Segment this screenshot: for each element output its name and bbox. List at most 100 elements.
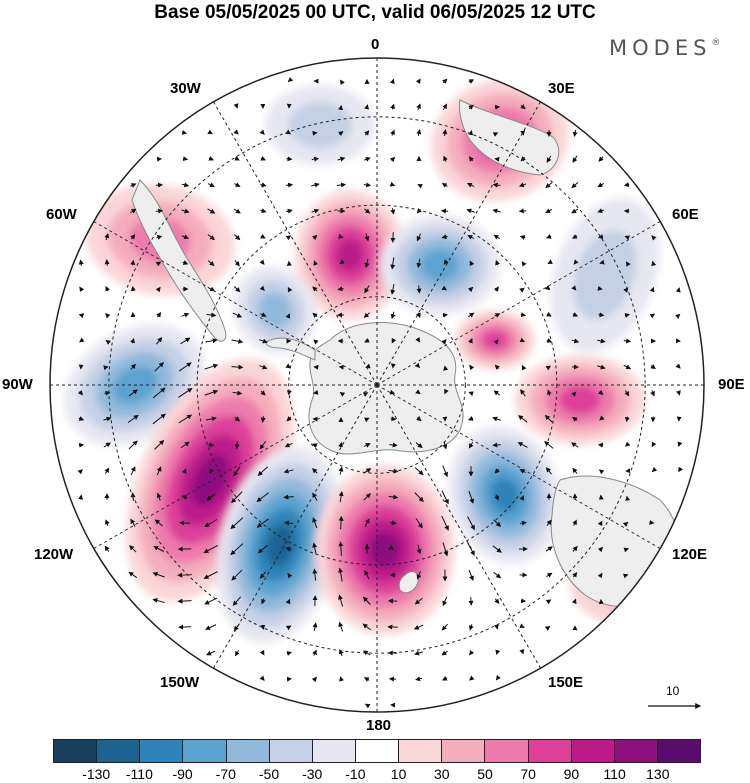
wind-vector (204, 519, 218, 527)
wind-vector (181, 468, 187, 474)
wind-vector (129, 545, 137, 553)
wind-vector (544, 625, 551, 631)
wind-vector (468, 391, 474, 397)
wind-vector (571, 208, 579, 214)
wind-vector (416, 571, 422, 580)
wind-vector (597, 546, 604, 553)
wind-vector (597, 572, 603, 579)
wind-vector (284, 442, 293, 448)
wind-vector (468, 490, 475, 504)
anomaly-contour (369, 531, 401, 569)
anomaly-contour (287, 101, 353, 149)
wind-vector (364, 130, 370, 136)
wind-vector (338, 567, 343, 582)
wind-vector (467, 416, 474, 421)
wind-vector (520, 312, 527, 318)
wind-vector (234, 182, 241, 187)
wind-vector (231, 364, 244, 370)
wind-vector (651, 260, 657, 267)
anomaly-contour (482, 330, 508, 350)
wind-vector (545, 208, 553, 213)
wind-vector (208, 156, 214, 161)
wind-vector (79, 286, 85, 293)
wind-vector (363, 182, 372, 188)
wind-vector (416, 416, 422, 421)
wind-vector (181, 208, 190, 214)
wind-vector (493, 234, 500, 240)
meridian-line (376, 101, 541, 386)
wind-vector (416, 233, 422, 242)
wind-vector (544, 441, 554, 449)
wind-vector (204, 389, 219, 396)
wind-vector (466, 208, 475, 214)
anomaly-contour (573, 230, 637, 320)
wind-vector (287, 286, 293, 293)
wind-vector (676, 390, 681, 396)
meridian-line (376, 384, 541, 669)
wind-vector (156, 466, 162, 476)
wind-vector (388, 468, 399, 474)
wind-vector (207, 234, 215, 241)
colorbar-cell (442, 740, 486, 762)
wind-vector (259, 571, 267, 579)
graticule (50, 58, 704, 712)
south-america (131, 179, 227, 342)
wind-vector (468, 312, 475, 318)
wind-vector (362, 650, 371, 656)
wind-vector (494, 493, 500, 501)
wind-vector (178, 414, 193, 424)
wind-vector (389, 156, 396, 163)
wind-vector (442, 103, 448, 110)
wind-vector (363, 443, 371, 448)
colorbar-tick-label: 50 (477, 766, 493, 782)
colorbar-tick-label: -50 (258, 766, 280, 782)
wind-vector (285, 313, 291, 319)
wind-vector (415, 442, 423, 449)
wind-vector (312, 542, 318, 555)
wind-vector (259, 649, 265, 656)
wind-vector (104, 259, 110, 266)
wind-vector (312, 622, 318, 631)
wind-vector (233, 129, 239, 135)
wind-vector (209, 468, 215, 474)
wind-vector (339, 392, 346, 397)
wind-vector (312, 443, 318, 449)
wind-vector (414, 650, 424, 656)
wind-vector (441, 515, 449, 531)
wind-vector (468, 156, 474, 162)
wind-vector (232, 390, 243, 396)
colorbar-tick-label: 10 (390, 766, 407, 782)
meridian-label-30w: 30W (170, 80, 201, 97)
wind-vector (178, 624, 191, 630)
wind-vector (207, 260, 215, 267)
meridian-line (213, 101, 378, 386)
wind-vector (649, 286, 655, 293)
wind-vector (572, 572, 578, 578)
wind-vector (260, 208, 267, 214)
meridian-label-90w: 90W (2, 376, 33, 393)
wind-vector (520, 520, 527, 526)
wind-vector (155, 208, 164, 214)
wind-vector (177, 598, 192, 604)
wind-vector (415, 389, 421, 395)
wind-vector (105, 313, 111, 319)
wind-vector (493, 286, 499, 292)
wind-vector (494, 156, 500, 162)
wind-vector (599, 415, 605, 421)
colorbar-tick-label: 130 (646, 766, 670, 782)
wind-vector (233, 286, 241, 293)
wind-vector (363, 493, 371, 501)
anomaly-contour (257, 291, 293, 329)
wind-vector (651, 441, 657, 448)
wind-vector (338, 233, 344, 239)
wind-vector (153, 546, 165, 552)
wind-vector (416, 258, 422, 269)
wind-vector (441, 285, 448, 291)
wind-vector (286, 416, 292, 422)
wind-vector (388, 494, 399, 500)
wind-vector (416, 103, 421, 110)
wind-vector (416, 312, 421, 319)
wind-vector (571, 338, 580, 344)
wind-vector (230, 517, 244, 530)
wind-vector (285, 182, 294, 188)
